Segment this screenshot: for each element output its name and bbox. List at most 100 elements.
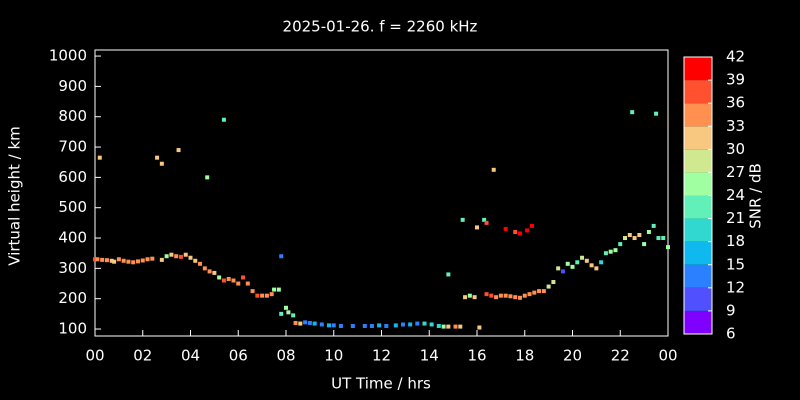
data-point	[188, 255, 193, 260]
data-point	[498, 293, 503, 298]
x-tick-label: 06	[229, 347, 248, 365]
data-point	[537, 289, 542, 294]
data-point	[393, 323, 398, 328]
data-point	[472, 295, 477, 300]
data-point	[556, 266, 561, 271]
data-point	[467, 293, 472, 298]
data-point	[279, 311, 284, 316]
x-tick-label: 16	[467, 347, 486, 365]
data-point	[400, 322, 405, 327]
colorbar-tick-label: 36	[726, 94, 745, 112]
colorbar-tick-label: 42	[726, 48, 745, 66]
data-point	[654, 111, 659, 116]
data-point	[560, 269, 565, 274]
data-point	[319, 322, 324, 327]
data-point	[453, 324, 458, 329]
data-point	[603, 251, 608, 256]
data-point	[217, 275, 222, 280]
data-point	[135, 259, 140, 264]
colorbar-segment	[684, 287, 712, 311]
data-point	[508, 294, 513, 299]
data-point	[484, 220, 489, 225]
data-point	[477, 325, 482, 330]
colorbar-tick-label: 33	[726, 117, 745, 135]
data-point	[656, 236, 661, 241]
data-point	[307, 320, 312, 325]
data-point	[369, 323, 374, 328]
colorbar-label: SNR / dB	[747, 163, 765, 229]
x-tick-label: 08	[276, 347, 295, 365]
data-point	[221, 278, 226, 283]
data-point	[260, 293, 265, 298]
colorbar-tick-label: 15	[726, 255, 745, 273]
data-point	[245, 281, 250, 286]
data-point	[513, 295, 518, 300]
data-point	[286, 310, 291, 315]
data-point	[527, 292, 532, 297]
data-point	[303, 320, 308, 325]
data-point	[436, 323, 441, 328]
data-point	[623, 236, 628, 241]
data-point	[155, 155, 160, 160]
data-point	[517, 231, 522, 236]
data-point	[522, 293, 527, 298]
x-axis-label: UT Time / hrs	[331, 375, 431, 393]
x-tick-label: 02	[133, 347, 152, 365]
data-point	[159, 257, 164, 262]
data-point	[458, 324, 463, 329]
data-point	[384, 323, 389, 328]
data-point	[377, 323, 382, 328]
data-point	[291, 313, 296, 318]
data-point	[632, 236, 637, 241]
data-point	[646, 229, 651, 234]
colorbar-tick-label: 21	[726, 209, 745, 227]
data-point	[584, 258, 589, 263]
colorbar-segment	[684, 172, 712, 196]
data-point	[140, 258, 145, 263]
data-point	[131, 260, 136, 265]
data-point	[150, 256, 155, 261]
data-point	[236, 281, 241, 286]
data-point	[279, 254, 284, 259]
x-tick-label: 18	[515, 347, 534, 365]
data-point	[441, 324, 446, 329]
data-point	[637, 233, 642, 238]
data-point	[202, 266, 207, 271]
data-point	[198, 261, 203, 266]
data-point	[338, 323, 343, 328]
colorbar-segment	[684, 126, 712, 150]
data-point	[264, 293, 269, 298]
data-point	[513, 229, 518, 234]
data-point	[95, 257, 100, 262]
data-point	[422, 321, 427, 326]
data-point	[269, 292, 274, 297]
colorbar-tick-label: 9	[726, 301, 736, 319]
data-point	[284, 305, 288, 310]
y-tick-label: 1000	[49, 47, 87, 65]
data-point	[494, 295, 499, 300]
data-point	[231, 278, 236, 283]
data-point	[250, 289, 255, 294]
x-tick-label: 14	[420, 347, 439, 365]
data-point	[272, 287, 277, 292]
data-point	[613, 248, 618, 253]
data-point	[570, 264, 575, 269]
data-point	[145, 257, 150, 262]
colorbar-tick-label: 6	[726, 325, 736, 343]
colorbar-segment	[684, 241, 712, 265]
data-point	[599, 260, 604, 265]
data-point	[630, 110, 635, 115]
colorbar-segment	[684, 149, 712, 173]
data-point	[205, 175, 210, 180]
colorbar-tick-label: 30	[726, 140, 745, 158]
data-point	[312, 321, 317, 326]
x-tick-label: 12	[372, 347, 391, 365]
data-point	[362, 323, 367, 328]
data-point	[207, 269, 212, 274]
colorbar-segment	[684, 57, 712, 81]
data-point	[104, 258, 109, 263]
data-point	[221, 117, 226, 122]
data-point	[482, 217, 487, 222]
data-point	[517, 295, 522, 300]
